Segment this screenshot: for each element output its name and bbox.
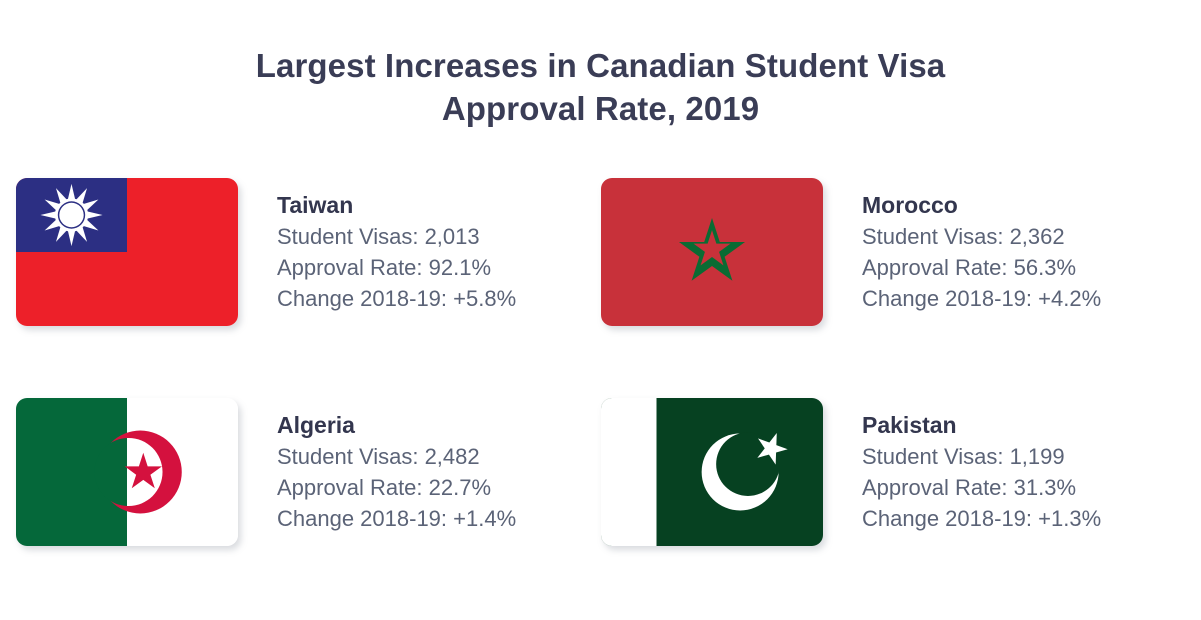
country-name: Morocco [862, 192, 958, 218]
flag-algeria-icon [16, 398, 238, 546]
page-title-line-1: Largest Increases in Canadian Student Vi… [255, 47, 946, 84]
country-card-taiwan: Taiwan Student Visas: 2,013 Approval Rat… [16, 178, 601, 398]
country-info-taiwan: Taiwan Student Visas: 2,013 Approval Rat… [238, 178, 516, 314]
country-card-grid: Taiwan Student Visas: 2,013 Approval Rat… [16, 178, 1186, 618]
country-info-algeria: Algeria Student Visas: 2,482 Approval Ra… [238, 398, 516, 534]
country-name: Taiwan [277, 192, 354, 218]
change-stat: Change 2018-19: +1.4% [277, 506, 517, 531]
flag-algeria-container [16, 398, 238, 546]
country-info-morocco: Morocco Student Visas: 2,362 Approval Ra… [823, 178, 1101, 314]
approval-rate-stat: Approval Rate: 56.3% [862, 255, 1077, 280]
country-name: Pakistan [862, 412, 957, 438]
approval-rate-stat: Approval Rate: 22.7% [277, 475, 492, 500]
change-stat: Change 2018-19: +4.2% [862, 286, 1102, 311]
country-card-morocco: Morocco Student Visas: 2,362 Approval Ra… [601, 178, 1186, 398]
approval-rate-stat: Approval Rate: 92.1% [277, 255, 492, 280]
country-card-pakistan: Pakistan Student Visas: 1,199 Approval R… [601, 398, 1186, 618]
page-title-line-2: Approval Rate, 2019 [441, 90, 760, 127]
flag-morocco-container [601, 178, 823, 326]
flag-taiwan-container [16, 178, 238, 326]
flag-taiwan-icon [16, 178, 238, 326]
student-visas-stat: Student Visas: 2,362 [862, 224, 1065, 249]
flag-morocco-icon [601, 178, 823, 326]
country-info-pakistan: Pakistan Student Visas: 1,199 Approval R… [823, 398, 1101, 534]
country-name: Algeria [277, 412, 355, 438]
student-visas-stat: Student Visas: 2,482 [277, 444, 480, 469]
student-visas-stat: Student Visas: 2,013 [277, 224, 480, 249]
page-title: Largest Increases in Canadian Student Vi… [0, 44, 1201, 130]
change-stat: Change 2018-19: +5.8% [277, 286, 517, 311]
flag-pakistan-container [601, 398, 823, 546]
country-card-algeria: Algeria Student Visas: 2,482 Approval Ra… [16, 398, 601, 618]
change-stat: Change 2018-19: +1.3% [862, 506, 1102, 531]
student-visas-stat: Student Visas: 1,199 [862, 444, 1065, 469]
approval-rate-stat: Approval Rate: 31.3% [862, 475, 1077, 500]
flag-pakistan-icon [601, 398, 823, 546]
